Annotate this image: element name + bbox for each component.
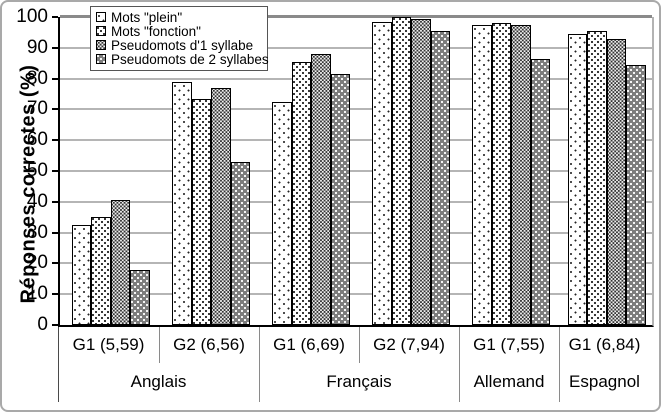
- y-tick-label: 10: [26, 283, 48, 305]
- x-axis-divider: [459, 327, 460, 402]
- gridline: [60, 139, 652, 142]
- y-tick-label: 60: [26, 129, 48, 151]
- x-axis-divider: [259, 327, 260, 402]
- plot-area: [58, 15, 654, 327]
- bar: [567, 33, 587, 325]
- bar-group: [60, 17, 161, 325]
- gridline: [60, 231, 652, 234]
- bar: [110, 200, 130, 325]
- legend-item-label: Mots "fonction": [111, 23, 201, 39]
- gridline: [60, 170, 652, 172]
- bar: [91, 217, 111, 325]
- bar: [530, 58, 550, 325]
- legend-swatch-dense-dots: [96, 40, 106, 50]
- legend-item: Pseudomots de 2 syllabes: [96, 52, 269, 67]
- legend-item: Mots "plein": [96, 9, 262, 25]
- y-tick-mark: [52, 170, 58, 172]
- bar: [130, 269, 150, 325]
- y-tick-mark: [52, 262, 58, 265]
- bar: [330, 73, 350, 325]
- y-tick-label: 100: [16, 6, 48, 27]
- gridline: [60, 108, 652, 111]
- y-tick-mark: [52, 46, 58, 49]
- y-tick-label: 20: [26, 252, 48, 274]
- bar-group: [261, 17, 361, 325]
- group-label: G2 (6,56): [173, 335, 245, 354]
- legend-item: Pseudomots d'1 syllabe: [96, 37, 262, 53]
- y-tick-mark: [52, 108, 58, 111]
- legend-swatch-medium-dots: [96, 26, 106, 36]
- bar: [411, 18, 431, 325]
- gridline: [60, 77, 652, 80]
- y-tick-label: 80: [26, 67, 48, 89]
- bar: [606, 38, 626, 325]
- group-label: G1 (7,55): [473, 335, 545, 354]
- group-label: G1 (6,69): [273, 335, 345, 354]
- y-tick-label: 0: [37, 314, 48, 335]
- y-tick-mark: [52, 324, 58, 326]
- bar: [430, 30, 450, 325]
- y-tick-mark: [52, 200, 58, 203]
- gridline: [60, 15, 652, 18]
- legend: Mots "plein" Mots "fonction" Pseudomots d'…: [90, 6, 269, 71]
- x-axis-divider: [359, 327, 360, 363]
- y-tick-label: 70: [26, 98, 48, 120]
- bar-group: [561, 17, 652, 325]
- y-tick-label: 40: [26, 190, 48, 212]
- bar-group: [361, 17, 461, 325]
- legend-swatch-sparse-dots: [96, 12, 106, 22]
- language-label: Anglais: [130, 372, 187, 391]
- x-axis-divider: [159, 327, 160, 363]
- group-label: G1 (5,59): [72, 335, 145, 354]
- x-axis-left-divider: [58, 327, 59, 402]
- group-label: G1 (6,84): [568, 335, 641, 354]
- y-tick-mark: [52, 293, 58, 296]
- bar: [587, 30, 607, 325]
- bar: [272, 101, 292, 325]
- bar: [472, 24, 492, 325]
- legend-item-label: Mots "plein": [111, 9, 183, 25]
- bar: [391, 17, 411, 325]
- y-tick-label: 50: [26, 160, 48, 181]
- bar: [191, 98, 211, 325]
- bar: [172, 81, 192, 325]
- y-tick-label: 90: [26, 36, 48, 58]
- legend-item-label: Pseudomots d'1 syllabe: [111, 37, 254, 53]
- legend-swatch-dark-white-dots: [96, 54, 106, 64]
- group-label: G2 (7,94): [373, 335, 445, 354]
- gridline: [60, 262, 652, 265]
- bar: [511, 24, 531, 325]
- language-label: Allemand: [473, 372, 545, 391]
- y-tick-mark: [52, 16, 58, 18]
- y-axis: 0 10 20 30 40 50 60 70 80 90 100: [2, 7, 58, 335]
- legend-item: Mots "fonction": [96, 23, 262, 39]
- bar: [211, 87, 231, 325]
- bar: [291, 61, 311, 325]
- gridline: [60, 293, 652, 296]
- y-tick-mark: [52, 231, 58, 234]
- y-tick-label: 30: [26, 221, 48, 243]
- y-tick-mark: [52, 77, 58, 80]
- bar: [626, 64, 646, 325]
- bar: [71, 224, 91, 325]
- bar: [311, 53, 331, 325]
- x-axis-divider: [559, 327, 560, 402]
- language-label: Français: [326, 372, 392, 391]
- y-tick-mark: [52, 139, 58, 142]
- language-label: Espagnol: [569, 372, 640, 391]
- bar: [491, 23, 511, 325]
- gridline: [60, 46, 652, 49]
- bar: [230, 161, 250, 325]
- gridline: [60, 200, 652, 203]
- bar: [372, 21, 392, 325]
- bar-group: [161, 17, 261, 325]
- legend-item-label: Pseudomots de 2 syllabes: [111, 51, 269, 67]
- bar-group: [461, 17, 561, 325]
